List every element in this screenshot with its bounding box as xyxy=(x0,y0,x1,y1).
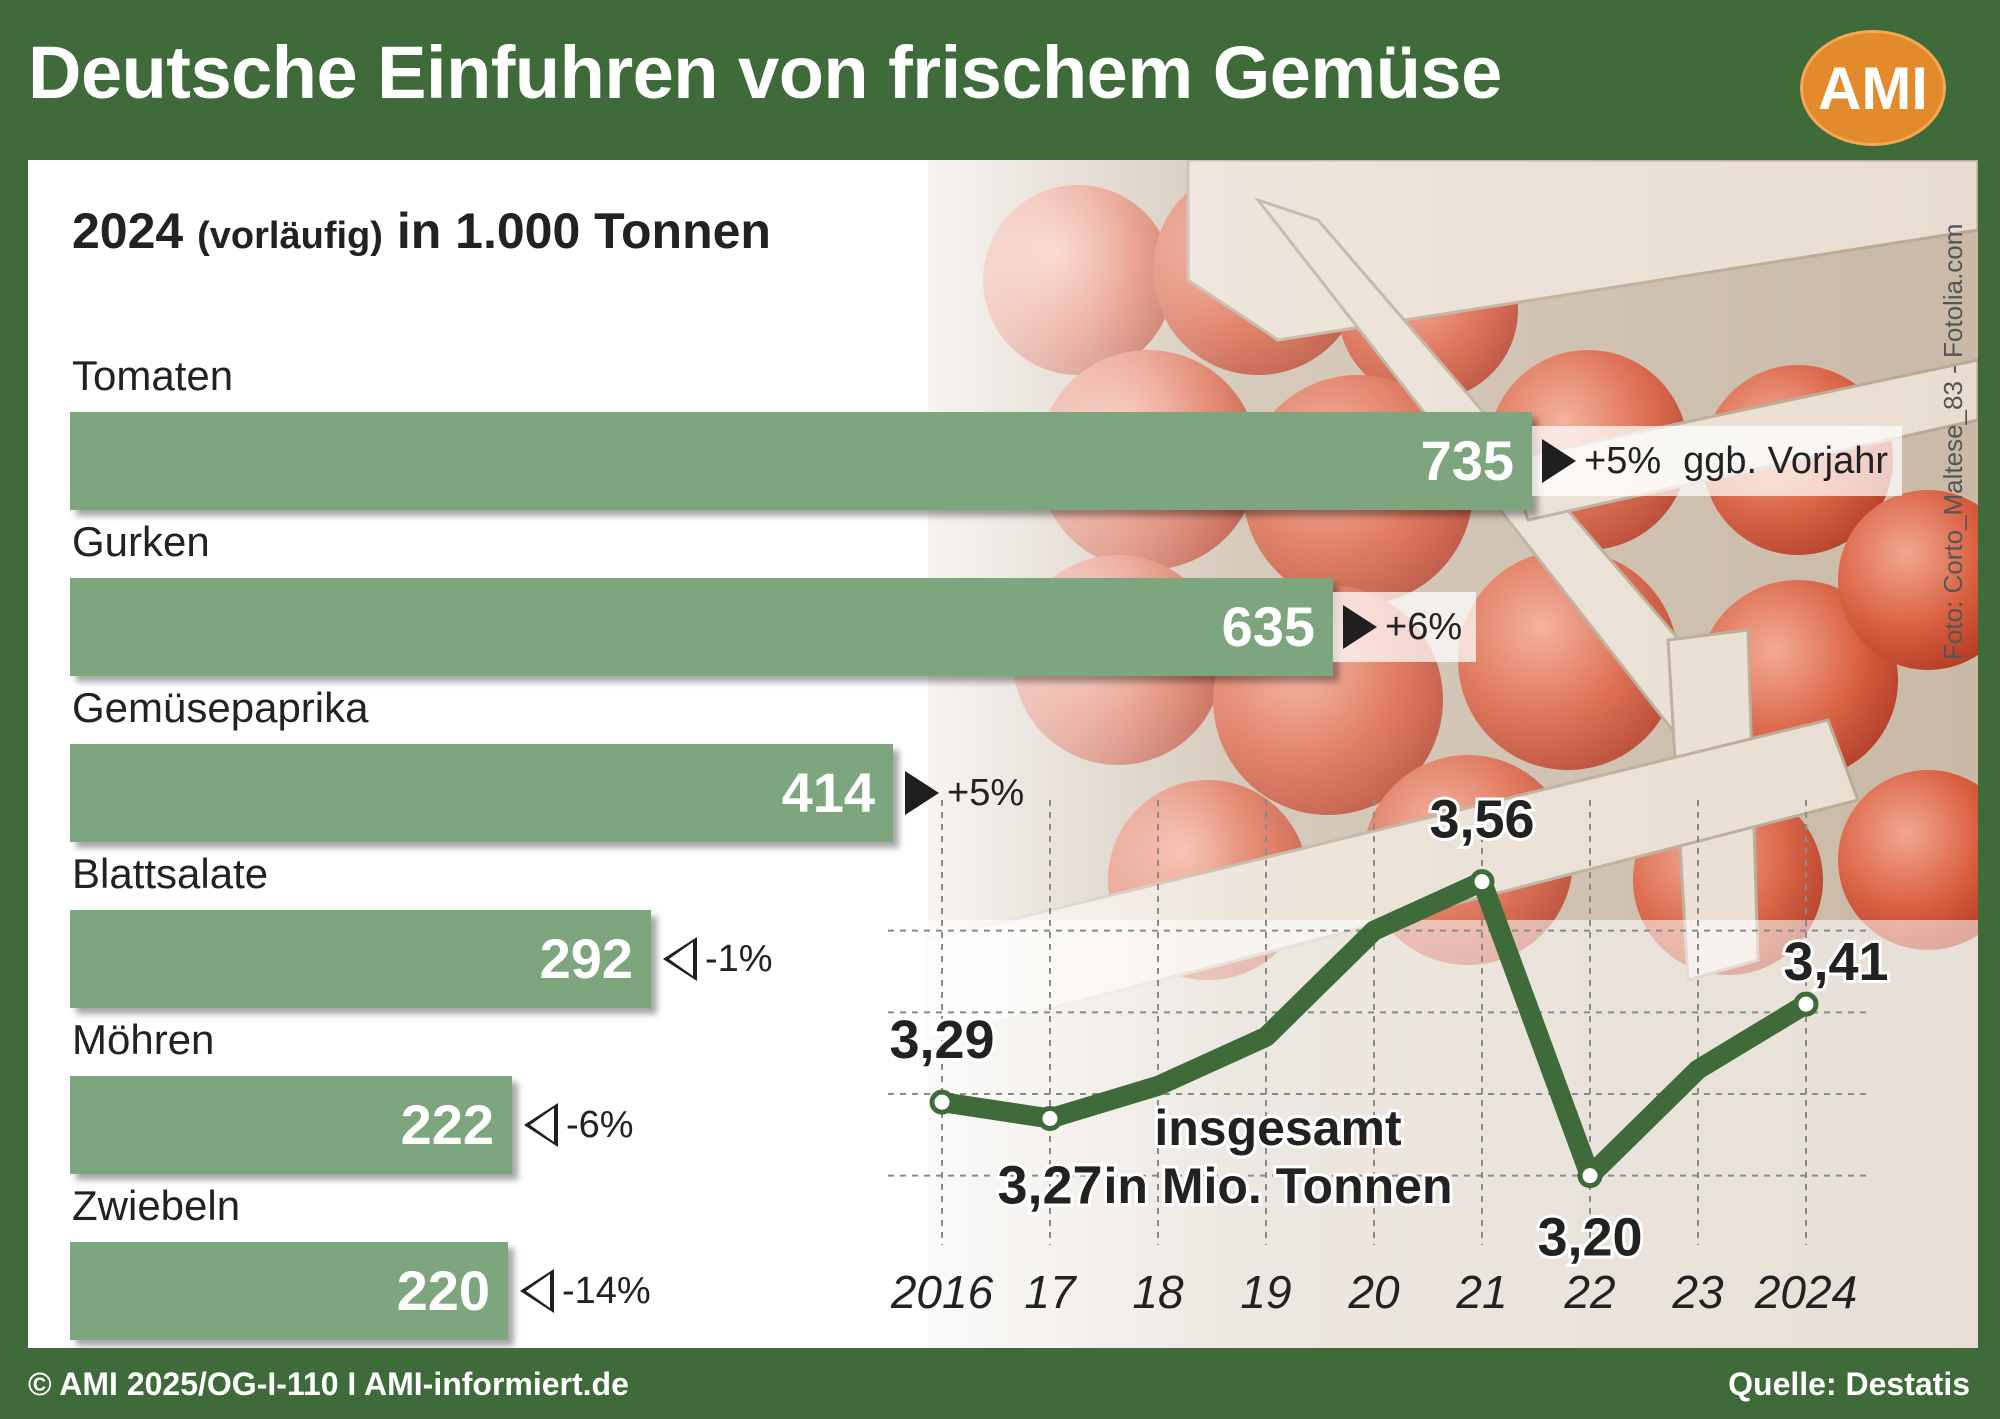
triangle-right-filled-icon xyxy=(905,771,939,815)
subtitle-unit: in 1.000 Tonnen xyxy=(396,203,771,259)
data-label: 3,20 xyxy=(1537,1208,1642,1268)
triangle-right-filled-icon xyxy=(1343,605,1377,649)
subtitle-note: (vorläufig) xyxy=(197,215,383,257)
data-label: 3,29 xyxy=(889,1010,994,1070)
bar: 735 xyxy=(70,412,1532,510)
bar-value-label: 635 xyxy=(1221,595,1315,658)
bar: 292 xyxy=(70,910,651,1008)
bar-value-label: 292 xyxy=(539,927,633,990)
bar-value-label: 414 xyxy=(781,761,875,824)
data-label: 3,41 xyxy=(1783,932,1888,992)
ami-logo: AMI xyxy=(1800,30,1946,146)
bar-value-label: 220 xyxy=(396,1259,490,1322)
x-tick-label: 2016 xyxy=(890,1266,994,1318)
bar-change-label: -1% xyxy=(663,924,773,994)
x-tick-label: 21 xyxy=(1455,1266,1507,1318)
data-point xyxy=(1469,869,1495,895)
chart-panel: 2024 (vorläufig) in 1.000 Tonnen Tomaten… xyxy=(28,160,1978,1348)
bar-category-label: Blattsalate xyxy=(72,850,269,897)
bar: 220 xyxy=(70,1242,508,1340)
footer-copyright: © AMI 2025/OG-I-110 I AMI-informiert.de xyxy=(28,1366,629,1402)
bar-value-label: 222 xyxy=(400,1093,494,1156)
bar: 222 xyxy=(70,1076,512,1174)
change-percent: -1% xyxy=(705,937,773,980)
bar-category-label: Möhren xyxy=(72,1016,215,1063)
change-percent: -6% xyxy=(566,1103,634,1146)
bar-category-label: Gurken xyxy=(72,518,210,565)
subtitle-year: 2024 xyxy=(72,203,184,259)
data-label: 3,56 xyxy=(1429,790,1534,850)
change-percent: -14% xyxy=(562,1269,651,1312)
triangle-left-outline-icon xyxy=(663,937,697,981)
triangle-left-outline-icon xyxy=(524,1103,558,1147)
bar-change-label: -14% xyxy=(520,1256,651,1326)
bar-change-label: +6% xyxy=(1333,592,1477,662)
footer-source: Quelle: Destatis xyxy=(1728,1366,1970,1402)
bar-change-label: +5% xyxy=(905,758,1024,828)
triangle-right-filled-icon xyxy=(1542,439,1576,483)
change-percent: +5% xyxy=(1584,439,1662,482)
photo-credit: Foto: Corto_Maltese_83 - Fotolia.com xyxy=(1938,223,1968,660)
data-point xyxy=(1037,1106,1063,1131)
bar: 414 xyxy=(70,744,893,842)
bar-category-label: Tomaten xyxy=(72,352,234,399)
line-chart: 3,29 3,27 3,56 3,20 3,41 2016 17 18 19 20 21 22 23 20… xyxy=(886,787,1891,1318)
series-line xyxy=(932,871,1816,1186)
data-point xyxy=(1577,1163,1603,1189)
bar: 635 xyxy=(70,578,1333,676)
data-label: 3,27 xyxy=(997,1156,1102,1216)
chart-subtitle: 2024 (vorläufig) in 1.000 Tonnen xyxy=(72,202,771,260)
change-percent: +5% xyxy=(947,771,1025,814)
bar-value-label: 735 xyxy=(1420,429,1514,492)
line-chart-title: insgesamt xyxy=(1154,1100,1402,1156)
bar-category-label: Gemüsepaprika xyxy=(72,684,369,731)
x-tick-label: 23 xyxy=(1671,1266,1724,1318)
bar-change-label: +5% ggb. Vorjahr xyxy=(1532,426,1903,496)
page-title: Deutsche Einfuhren von frischem Gemüse xyxy=(28,31,1502,114)
bar-change-label: -6% xyxy=(524,1090,634,1160)
data-point xyxy=(929,1089,955,1115)
triangle-left-outline-icon xyxy=(520,1269,554,1313)
x-tick-label: 19 xyxy=(1240,1266,1291,1318)
x-tick-label: 22 xyxy=(1563,1266,1615,1318)
x-tick-label: 20 xyxy=(1347,1266,1400,1318)
x-tick-label: 18 xyxy=(1132,1266,1184,1318)
data-point xyxy=(1793,991,1819,1017)
line-chart-title-unit: in Mio. Tonnen xyxy=(1104,1158,1453,1214)
x-tick-label: 2024 xyxy=(1754,1266,1857,1318)
change-note: ggb. Vorjahr xyxy=(1683,439,1889,482)
bar-category-label: Zwiebeln xyxy=(72,1182,241,1229)
x-tick-label: 17 xyxy=(1024,1266,1077,1318)
change-percent: +6% xyxy=(1385,605,1463,648)
